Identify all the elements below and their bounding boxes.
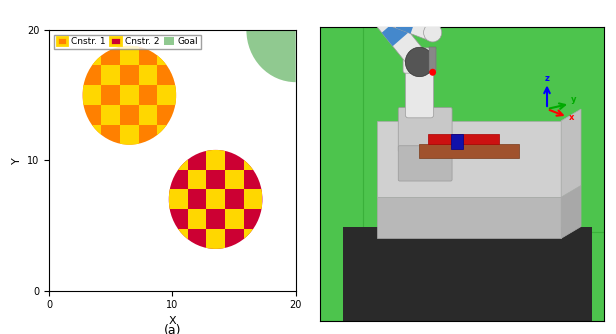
Bar [83,125,101,145]
Bar [120,46,139,65]
Bar [225,209,244,229]
Bar [83,46,101,65]
Bar [158,125,176,145]
Bar [428,134,499,144]
Bar [101,105,120,125]
Text: (a): (a) [164,324,181,334]
Bar [206,189,225,209]
Polygon shape [561,109,581,197]
Bar [262,130,281,150]
Circle shape [429,69,436,76]
Bar [169,229,187,249]
Bar [451,134,463,149]
Polygon shape [395,11,416,34]
Bar [187,170,206,189]
Bar [158,85,176,105]
FancyBboxPatch shape [403,48,436,73]
Circle shape [169,150,262,249]
Polygon shape [376,4,436,41]
Bar [225,130,244,150]
Text: x: x [569,113,574,122]
Text: y: y [571,96,577,105]
Bar [262,170,281,189]
Bar [101,65,120,85]
Bar [169,189,187,209]
Bar [158,46,176,65]
Bar [244,189,262,209]
Bar [176,65,195,85]
Y-axis label: Y: Y [12,157,22,164]
Bar [244,229,262,249]
Bar [176,105,195,125]
FancyBboxPatch shape [405,59,434,118]
Bar [83,85,101,105]
Legend: Cnstr. 1, Cnstr. 2, Goal: Cnstr. 1, Cnstr. 2, Goal [54,35,201,49]
Circle shape [83,46,176,145]
Polygon shape [382,18,409,46]
Bar [206,150,225,170]
Circle shape [424,23,442,42]
FancyBboxPatch shape [398,146,452,181]
Circle shape [368,0,391,25]
Bar [187,209,206,229]
Bar [343,226,593,321]
X-axis label: X: X [169,316,176,326]
Wedge shape [246,30,296,82]
Bar [169,150,187,170]
Bar [139,65,158,85]
Bar [187,130,206,150]
Bar [101,26,120,46]
Bar [225,170,244,189]
Circle shape [405,47,434,77]
Bar [176,26,195,46]
Bar [120,125,139,145]
Polygon shape [377,197,561,238]
Bar [429,47,436,71]
Polygon shape [561,185,581,238]
Text: z: z [544,74,549,83]
Bar [120,85,139,105]
Bar [419,144,519,158]
Polygon shape [371,5,428,69]
Bar [244,150,262,170]
Bar [206,229,225,249]
Polygon shape [377,121,561,197]
Bar [139,26,158,46]
Bar [262,209,281,229]
Bar [139,105,158,125]
FancyBboxPatch shape [398,108,452,152]
